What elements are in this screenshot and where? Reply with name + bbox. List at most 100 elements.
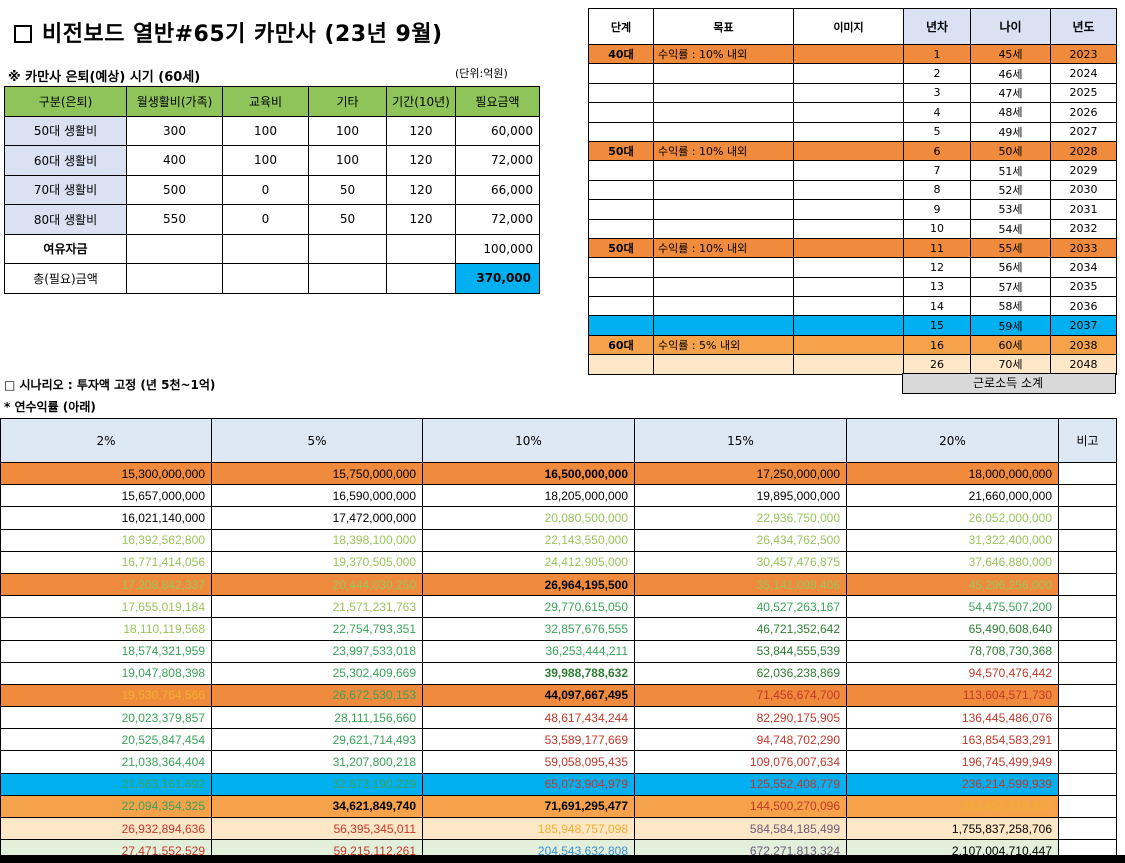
rate-10-cell: 29,770,615,050	[422, 595, 635, 619]
rate-15-cell: 62,036,238,869	[634, 661, 847, 685]
rate-5-cell: 21,571,231,763	[211, 595, 423, 619]
age-cell: 57세	[970, 276, 1051, 298]
note-cell	[1058, 750, 1117, 774]
year-cell: 2026	[1050, 102, 1117, 123]
rate-10-cell: 18,205,000,000	[422, 484, 635, 508]
rate-5-cell: 20,444,030,250	[211, 572, 423, 597]
rate-20-cell: 136,445,486,076	[846, 706, 1059, 730]
plan-row: 10 54세 2032	[588, 218, 1117, 239]
stage-cell	[588, 63, 654, 84]
year-count-cell: 3	[903, 82, 971, 104]
etc-cell: 50	[308, 174, 387, 205]
rate-20-cell: 21,660,000,000	[846, 484, 1059, 508]
rate-10-cell: 53,589,177,669	[422, 728, 635, 752]
empty-cell	[386, 233, 456, 264]
header-rate-2: 2%	[0, 418, 212, 463]
plan-row: 9 53세 2031	[588, 199, 1117, 220]
goal-cell	[653, 218, 794, 239]
image-cell	[793, 160, 904, 181]
rate-15-cell: 17,250,000,000	[634, 461, 847, 486]
scenario-row: 20,023,379,857 28,111,156,660 48,617,434,2…	[0, 706, 1117, 730]
year-count-cell: 9	[903, 199, 971, 220]
rate-15-cell: 584,584,185,499	[634, 816, 847, 841]
rate-2-cell: 18,110,119,568	[0, 617, 212, 641]
education-cell: 0	[222, 204, 309, 235]
year-cell: 2024	[1050, 63, 1117, 84]
rate-15-cell: 35,141,098,406	[634, 572, 847, 597]
goal-cell	[653, 121, 794, 142]
rate-5-cell: 31,207,800,218	[211, 750, 423, 774]
rate-15-cell: 53,844,555,539	[634, 639, 847, 663]
rate-5-cell: 29,621,714,493	[211, 728, 423, 752]
note-cell	[1058, 683, 1117, 708]
year-cell: 2033	[1050, 237, 1117, 259]
age-cell: 55세	[970, 237, 1051, 259]
goal-cell	[653, 257, 794, 278]
goal-cell	[653, 63, 794, 84]
note-cell	[1058, 461, 1117, 486]
note-cell	[1058, 528, 1117, 552]
rate-20-cell: 196,745,499,949	[846, 750, 1059, 774]
stage-cell	[588, 102, 654, 123]
rate-20-cell: 37,646,880,000	[846, 550, 1059, 574]
plan-row: 50대 수익률 : 10% 내외 6 50세 2028	[588, 140, 1117, 162]
plan-row: 2 46세 2024	[588, 63, 1117, 84]
note-cell	[1058, 661, 1117, 685]
age-cell: 45세	[970, 43, 1051, 65]
page-title-text: 비전보드 열반#65기 카만사 (23년 9월)	[42, 22, 443, 47]
age-cell: 56세	[970, 257, 1051, 278]
stage-cell: 40대	[588, 43, 654, 65]
scenario-row: 26,932,894,636 56,395,345,011 185,948,757,…	[0, 816, 1117, 841]
rate-15-cell: 26,434,762,500	[634, 528, 847, 552]
rate-10-cell: 16,500,000,000	[422, 461, 635, 486]
row-label: 70대 생활비	[4, 174, 127, 205]
scenario-row: 17,208,842,337 20,444,030,250 26,964,195,5…	[0, 572, 1117, 597]
header-rate-5: 5%	[211, 418, 423, 463]
scenario-row: 19,047,808,398 25,302,409,669 39,988,788,6…	[0, 661, 1117, 685]
year-count-cell: 11	[903, 237, 971, 259]
rate-5-cell: 32,873,190,229	[211, 772, 423, 796]
rate-20-cell: 94,570,476,442	[846, 661, 1059, 685]
scenario-row: 16,392,562,800 18,398,100,000 22,143,550,0…	[0, 528, 1117, 552]
age-cell: 48세	[970, 102, 1051, 123]
rate-15-cell: 125,552,408,779	[634, 772, 847, 796]
rate-2-cell: 26,932,894,636	[0, 816, 212, 841]
plan-row: 8 52세 2030	[588, 179, 1117, 201]
rate-5-cell: 15,750,000,000	[211, 461, 423, 486]
goal-cell	[653, 160, 794, 181]
header-age: 나이	[970, 8, 1051, 45]
note-cell	[1058, 506, 1117, 530]
rate-5-cell: 25,302,409,669	[211, 661, 423, 685]
rate-15-cell: 109,076,007,634	[634, 750, 847, 774]
header-year: 년도	[1050, 8, 1117, 45]
image-cell	[793, 140, 904, 162]
rate-5-cell: 28,111,156,660	[211, 706, 423, 730]
goal-cell	[653, 276, 794, 298]
age-cell: 49세	[970, 121, 1051, 142]
age-cell: 51세	[970, 160, 1051, 181]
year-count-cell: 7	[903, 160, 971, 181]
note-cell	[1058, 728, 1117, 752]
year-cell: 2023	[1050, 43, 1117, 65]
plan-row: 5 49세 2027	[588, 121, 1117, 142]
retire-label: ※ 카만사 은퇴(예상) 시기 (60세)	[8, 70, 201, 85]
rate-10-cell: 48,617,434,244	[422, 706, 635, 730]
rate-10-cell: 59,058,095,435	[422, 750, 635, 774]
rate-20-cell: 113,604,571,730	[846, 683, 1059, 708]
empty-cell	[222, 233, 309, 264]
goal-cell: 수익률 : 10% 내외	[653, 43, 794, 65]
rate-20-cell: 283,457,519,927	[846, 794, 1059, 819]
stage-cell	[588, 354, 654, 375]
rate-label: * 연수익률 (아래)	[4, 400, 96, 414]
year-count-cell: 10	[903, 218, 971, 239]
image-cell	[793, 218, 904, 239]
age-cell: 50세	[970, 140, 1051, 162]
note-cell	[1058, 550, 1117, 574]
scenario-label: □ 시나리오 : 투자액 고정 (년 5천~1억)	[4, 378, 216, 392]
rate-2-cell: 16,392,562,800	[0, 528, 212, 552]
goal-cell: 수익률 : 5% 내외	[653, 334, 794, 356]
year-count-cell: 6	[903, 140, 971, 162]
goal-cell	[653, 179, 794, 201]
living-cost-row: 60대 생활비 400 100 100 120 72,000	[4, 145, 540, 176]
header-rate-20: 20%	[846, 418, 1059, 463]
